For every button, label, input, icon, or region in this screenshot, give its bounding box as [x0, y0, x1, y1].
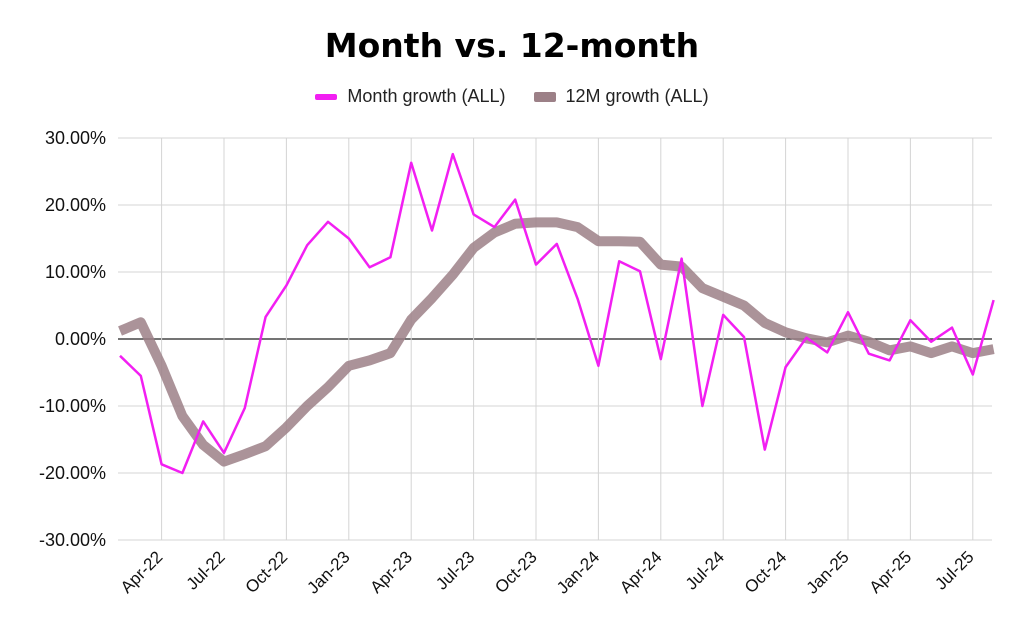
y-tick-label: 30.00% — [45, 128, 106, 148]
chart-title: Month vs. 12-month — [324, 26, 700, 65]
series-lines — [118, 152, 995, 475]
x-tick-label: Oct-23 — [491, 547, 541, 597]
x-tick-label: Jul-22 — [183, 547, 229, 593]
y-tick-label: 0.00% — [55, 329, 106, 349]
x-tick-label: Apr-25 — [866, 547, 916, 597]
legend-item-12m-growth: 12M growth (ALL) — [533, 86, 709, 107]
x-tick-label: Jan-25 — [803, 547, 853, 597]
x-tick-label: Jan-24 — [553, 547, 603, 597]
x-tick-label: Jul-24 — [682, 547, 728, 593]
x-tick-label: Apr-23 — [367, 547, 417, 597]
y-tick-label: 10.00% — [45, 262, 106, 282]
y-axis-ticks: -30.00% -20.00% -10.00% 0.00% 10.00% 20.00% 30… — [39, 128, 106, 550]
legend-label-month-growth: Month growth (ALL) — [347, 86, 506, 106]
line-12m-growth — [118, 217, 995, 467]
x-tick-label: Jan-23 — [303, 547, 353, 597]
x-tick-label: Apr-24 — [616, 547, 666, 597]
grid-lines — [118, 137, 992, 541]
legend-item-month-growth: Month growth (ALL) — [315, 86, 506, 107]
x-tick-label: Oct-24 — [741, 547, 791, 597]
x-tick-label: Oct-22 — [242, 547, 292, 597]
legend: Month growth (ALL) 12M growth (ALL) — [0, 86, 1024, 107]
y-tick-label: -10.00% — [39, 396, 106, 416]
line-month-growth — [119, 152, 995, 475]
y-tick-label: -20.00% — [39, 463, 106, 483]
x-tick-label: Jul-25 — [931, 547, 977, 593]
x-axis-ticks: Apr-22 Jul-22 Oct-22 Jan-23 Apr-23 Jul-23 Oct-… — [117, 547, 978, 597]
x-tick-label: Jul-23 — [432, 547, 478, 593]
x-tick-label: Apr-22 — [117, 547, 167, 597]
legend-label-12m-growth: 12M growth (ALL) — [565, 86, 709, 106]
legend-swatch-12m-growth — [533, 91, 556, 102]
y-tick-label: -30.00% — [39, 530, 106, 550]
y-tick-label: 20.00% — [45, 195, 106, 215]
legend-swatch-month-growth — [315, 93, 338, 100]
